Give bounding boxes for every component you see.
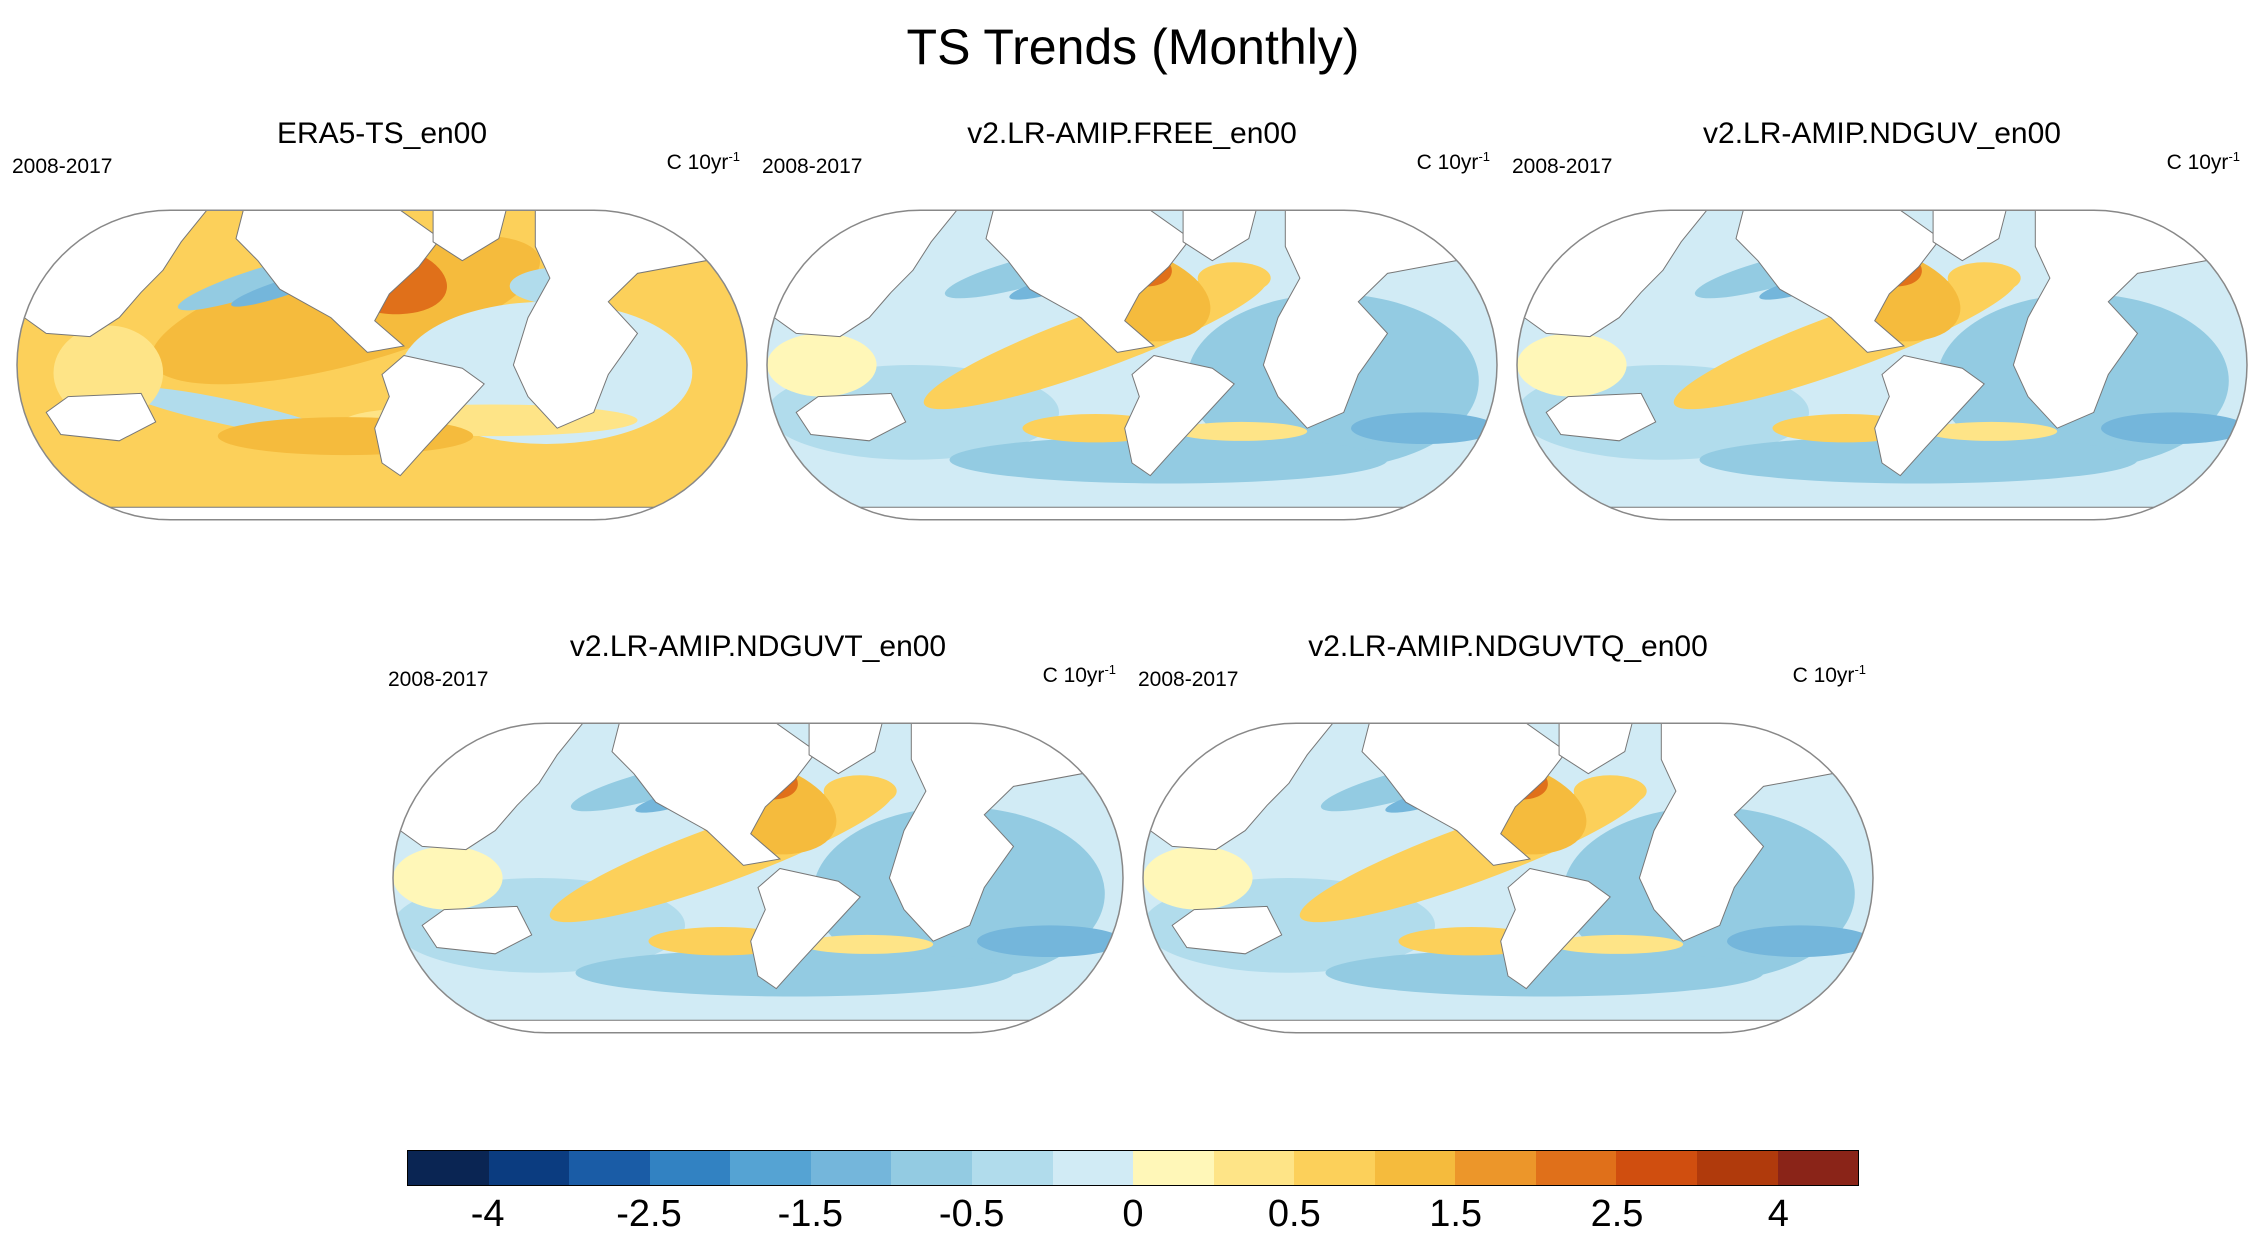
panel-units: C 10yr-1 <box>1416 149 1490 174</box>
colorbar-tick-label: 0 <box>1122 1193 1144 1235</box>
colorbar-segment <box>1374 1151 1456 1185</box>
colorbar-tick-label: 1.5 <box>1429 1193 1483 1235</box>
colorbar-tick-label: 2.5 <box>1590 1193 1644 1235</box>
panel-period: 2008-2017 <box>1138 668 1239 691</box>
colorbar-segment <box>730 1151 811 1185</box>
colorbar-segment <box>488 1151 570 1185</box>
panel-title: ERA5-TS_en00 <box>276 117 488 150</box>
colorbar-tick-label: -4 <box>470 1193 505 1235</box>
map-field <box>392 722 1124 1034</box>
panel-units: C 10yr-1 <box>1042 662 1116 687</box>
colorbar-tick-label: -0.5 <box>938 1193 1005 1235</box>
map-field <box>16 209 748 521</box>
panel-units: C 10yr-1 <box>1792 662 1866 687</box>
colorbar-segment <box>891 1151 972 1185</box>
colorbar-segment <box>1697 1151 1778 1185</box>
colorbar-segment <box>649 1151 731 1185</box>
colorbar-segment <box>569 1151 650 1185</box>
panel-period: 2008-2017 <box>12 155 113 178</box>
map-panel-ndguvt: v2.LR-AMIP.NDGUVT_en00 2008-2017 C 10yr-… <box>388 630 1128 1090</box>
colorbar-segment <box>1213 1151 1295 1185</box>
panel-title: v2.LR-AMIP.FREE_en00 <box>967 117 1297 150</box>
colorbar <box>407 1150 1859 1186</box>
panel-units: C 10yr-1 <box>666 149 740 174</box>
map-field <box>766 209 1498 521</box>
colorbar-segment <box>810 1151 892 1185</box>
colorbar-tick-label: 0.5 <box>1267 1193 1321 1235</box>
panel-period: 2008-2017 <box>388 668 489 691</box>
colorbar-tick-label: 4 <box>1767 1193 1789 1235</box>
colorbar-segment <box>1777 1151 1859 1185</box>
panel-title: v2.LR-AMIP.NDGUV_en00 <box>1703 117 2061 150</box>
map-field <box>1142 722 1874 1034</box>
colorbar-segment <box>408 1151 489 1185</box>
map-field <box>1516 209 2248 521</box>
colorbar-segment <box>1294 1151 1375 1185</box>
colorbar-segment <box>971 1151 1053 1185</box>
colorbar-segment <box>1455 1151 1536 1185</box>
map-panel-free: v2.LR-AMIP.FREE_en00 2008-2017 C 10yr-1 <box>762 117 1502 577</box>
panel-title: v2.LR-AMIP.NDGUVTQ_en00 <box>1308 630 1708 663</box>
panel-units: C 10yr-1 <box>2166 149 2240 174</box>
panel-title: v2.LR-AMIP.NDGUVT_en00 <box>569 630 947 663</box>
panel-period: 2008-2017 <box>762 155 863 178</box>
map-panel-ndguv: v2.LR-AMIP.NDGUV_en00 2008-2017 C 10yr-1 <box>1512 117 2252 577</box>
panel-period: 2008-2017 <box>1512 155 1613 178</box>
colorbar-segment <box>1052 1151 1134 1185</box>
colorbar-segment <box>1535 1151 1617 1185</box>
colorbar-segment <box>1616 1151 1697 1185</box>
colorbar-segment <box>1133 1151 1214 1185</box>
colorbar-tick-label: -1.5 <box>777 1193 844 1235</box>
colorbar-tick-label: -2.5 <box>616 1193 682 1235</box>
map-panel-era5: ERA5-TS_en00 2008-2017 C 10yr-1 <box>12 117 752 577</box>
figure-title: TS Trends (Monthly) <box>906 19 1360 75</box>
map-panel-ndguvtq: v2.LR-AMIP.NDGUVTQ_en00 2008-2017 C 10yr… <box>1138 630 1878 1090</box>
